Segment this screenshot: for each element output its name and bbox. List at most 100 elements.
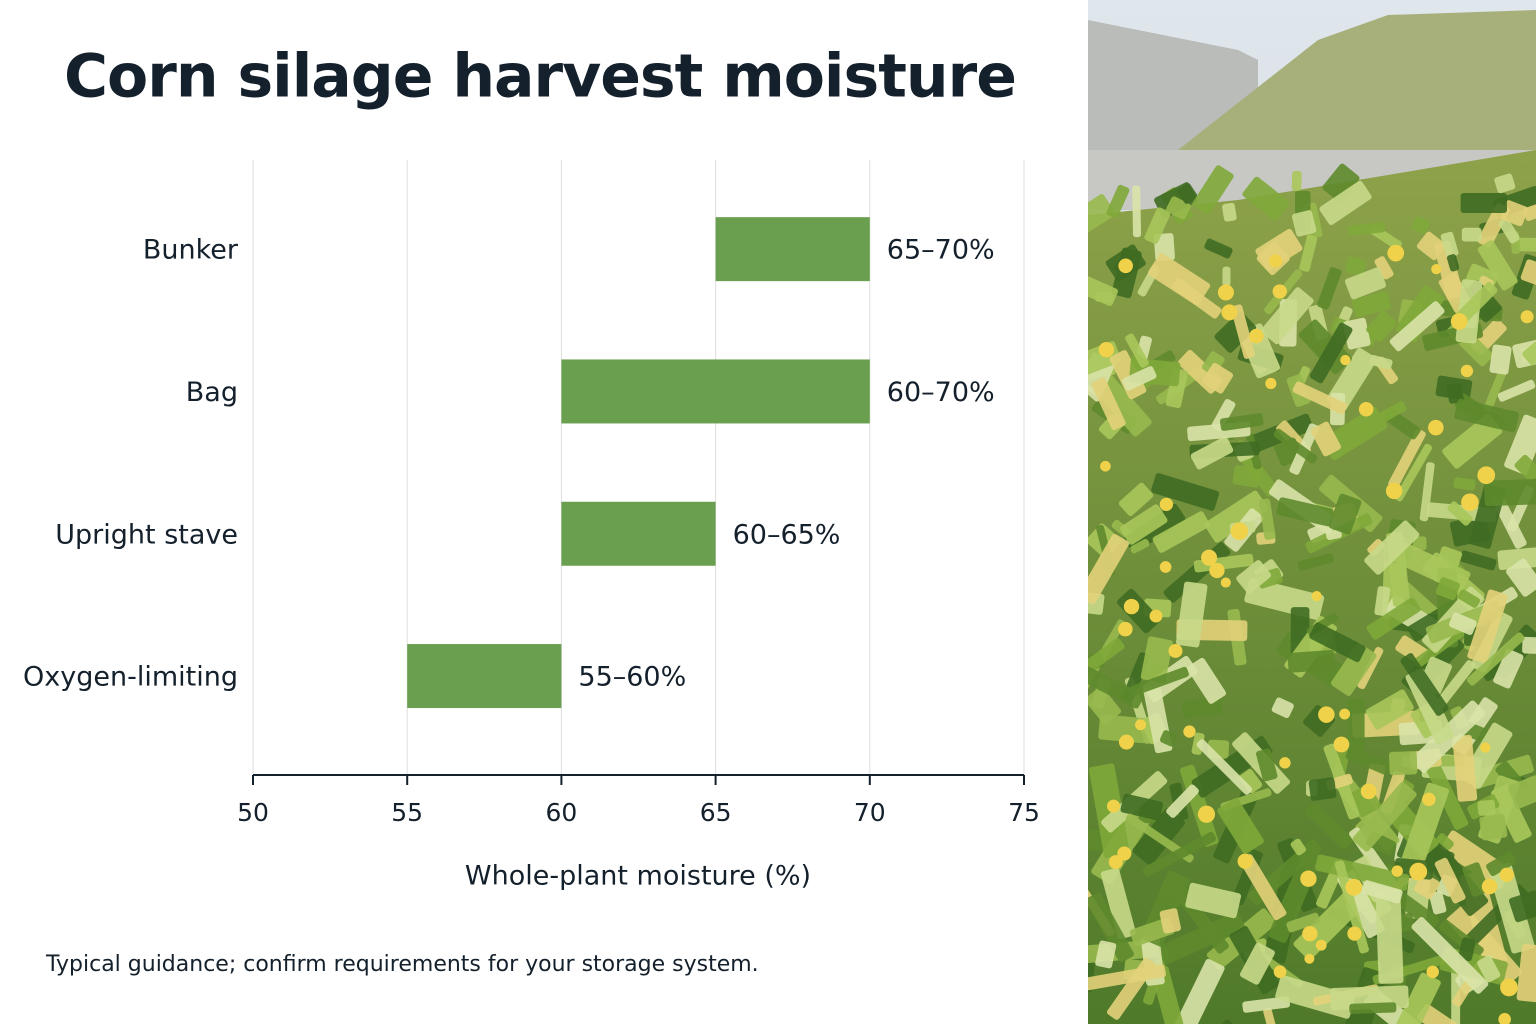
chunk — [1255, 228, 1303, 271]
chunk — [1088, 194, 1116, 238]
chunk — [1516, 943, 1536, 1003]
chunk — [1394, 542, 1471, 593]
chunk — [1298, 319, 1352, 375]
kernel — [1339, 708, 1351, 720]
chunk — [1109, 350, 1147, 400]
chunk — [1434, 857, 1466, 904]
kernel — [1450, 313, 1468, 330]
chunk — [1196, 739, 1253, 795]
kernel — [1477, 466, 1496, 485]
bar — [561, 501, 716, 566]
chunk — [1107, 957, 1156, 1020]
kernel — [1149, 609, 1163, 623]
chunk — [1398, 782, 1450, 877]
kernel — [1340, 354, 1351, 366]
chunk — [1217, 797, 1264, 854]
chunk — [1166, 784, 1199, 818]
silage-chunks — [1088, 163, 1536, 1024]
chunk — [1271, 697, 1294, 719]
kernel — [1221, 304, 1238, 321]
kernel — [1107, 799, 1121, 813]
value-label: 60–70% — [887, 377, 995, 408]
x-tick-label: 50 — [237, 798, 269, 827]
x-tick-label: 65 — [700, 798, 732, 827]
kernel — [1268, 254, 1283, 268]
chunk — [1193, 553, 1254, 573]
chunk — [1494, 173, 1516, 194]
kernel — [1123, 598, 1140, 615]
background-pile — [1178, 10, 1536, 170]
chunk — [1522, 341, 1536, 366]
kernel — [1461, 493, 1479, 512]
chunk — [1232, 465, 1261, 488]
chunk — [1374, 586, 1391, 616]
chunk — [1449, 612, 1477, 635]
kernel — [1100, 460, 1111, 472]
chart: Corn silage harvest moisture Whole-plant… — [23, 42, 1040, 977]
chunk — [1088, 638, 1125, 683]
chunk — [1151, 473, 1220, 511]
chunk — [1508, 775, 1536, 809]
chunk — [1419, 462, 1435, 522]
kernel — [1304, 953, 1315, 964]
kernel — [1499, 867, 1515, 882]
kernel — [1500, 978, 1518, 997]
kernel — [1347, 926, 1362, 941]
chunk — [1514, 454, 1536, 482]
chunk — [1292, 381, 1348, 415]
chunk — [1436, 833, 1454, 850]
kernel — [1428, 419, 1444, 436]
chunk — [1447, 501, 1473, 526]
chunk — [1366, 597, 1421, 640]
kernel — [1333, 736, 1350, 753]
kernel — [1273, 965, 1287, 979]
kernel — [1409, 862, 1428, 881]
chunk — [1192, 165, 1234, 215]
chunk — [1454, 398, 1519, 433]
chunk — [1477, 240, 1518, 291]
chunk — [1484, 478, 1536, 507]
chunk — [1369, 354, 1393, 370]
chunk — [1446, 254, 1460, 272]
kernel — [1108, 855, 1123, 870]
chunk — [1330, 643, 1377, 696]
chunk — [1122, 366, 1157, 391]
chunk — [1411, 216, 1431, 235]
chunk — [1467, 589, 1509, 664]
kernel — [1117, 846, 1132, 861]
chunk — [1176, 581, 1208, 648]
chunk — [1299, 235, 1318, 272]
chunk — [1459, 550, 1497, 571]
chunk — [1522, 636, 1536, 655]
x-axis-title: Whole-plant moisture (%) — [465, 861, 811, 892]
chunk — [1506, 558, 1536, 597]
chunk — [1453, 477, 1476, 491]
chunk — [1328, 493, 1362, 535]
chunk — [1118, 482, 1154, 517]
chunk — [1523, 203, 1536, 221]
chunk — [1263, 1007, 1281, 1024]
kernel — [1422, 792, 1436, 807]
chunk — [1100, 867, 1136, 940]
chunk — [1286, 912, 1320, 933]
chunk — [1483, 367, 1508, 413]
chunk — [1466, 632, 1525, 686]
chunk — [1446, 383, 1464, 404]
chunk — [1498, 218, 1520, 244]
chunk — [1361, 880, 1403, 904]
chunk — [1125, 333, 1149, 368]
chunk — [1486, 851, 1517, 877]
kernel — [1201, 549, 1218, 566]
y-tick-label: Bag — [186, 377, 238, 408]
chunk — [1088, 274, 1118, 307]
x-tick-label: 75 — [1008, 798, 1040, 827]
chunk — [1308, 777, 1337, 801]
chunk — [1389, 751, 1418, 776]
y-tick-label: Bunker — [143, 235, 239, 266]
kernel — [1135, 719, 1147, 731]
kernel — [1391, 865, 1403, 877]
bar — [715, 217, 870, 282]
chunk — [1160, 730, 1178, 747]
kernel — [1360, 783, 1377, 800]
kernel — [1460, 364, 1474, 378]
